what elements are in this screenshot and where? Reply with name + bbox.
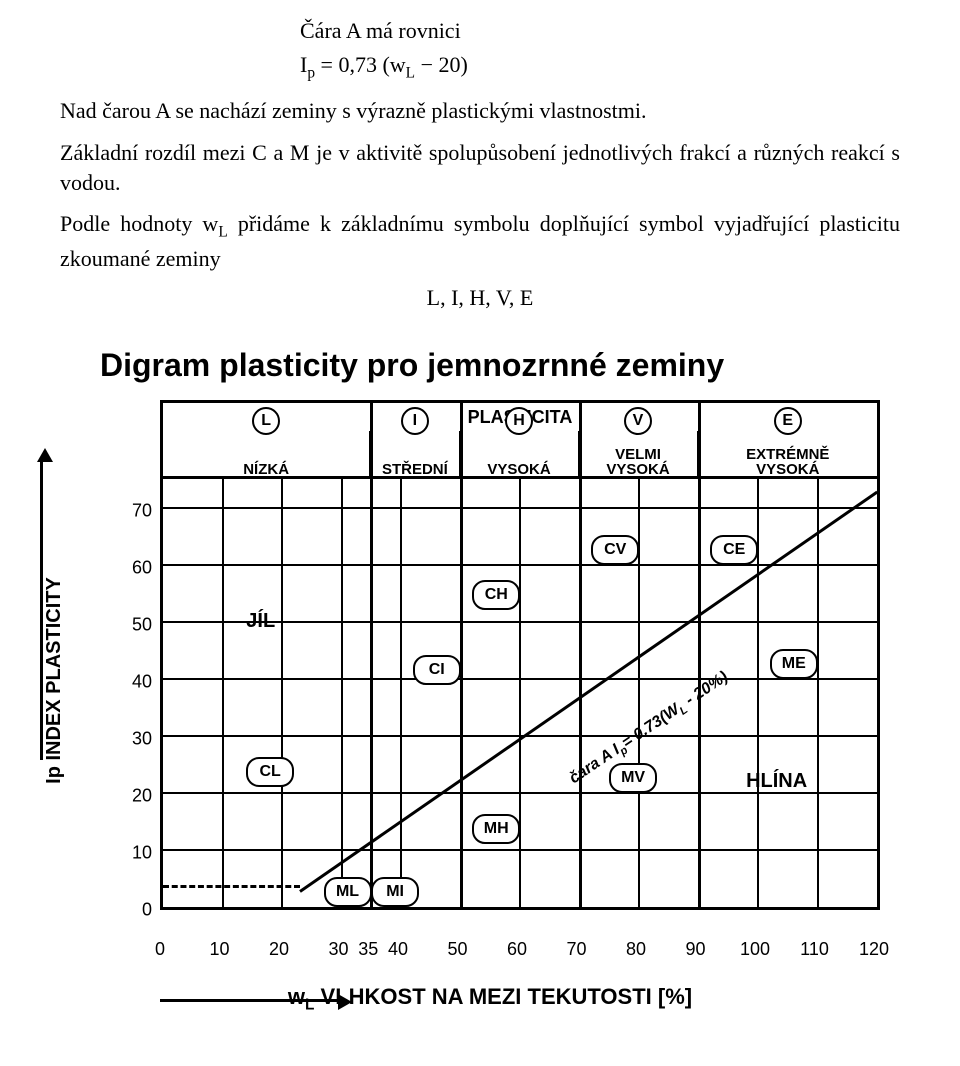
x-tick: 50 (447, 939, 467, 960)
category-label: VELMI (615, 447, 661, 462)
x-tick: 10 (209, 939, 229, 960)
category-letter-icon: E (774, 407, 802, 435)
y-tick: 30 (116, 729, 152, 750)
gridline-horizontal (163, 678, 877, 680)
x-tick: 80 (626, 939, 646, 960)
paragraph-1: Nad čarou A se nachází zeminy s výrazně … (60, 96, 900, 126)
zone-ME: ME (770, 649, 818, 679)
chart-title: Digram plasticity pro jemnozrnné zeminy (100, 347, 900, 384)
category-letter-icon: H (505, 407, 533, 435)
category-label: VYSOKÁ (756, 462, 819, 477)
region-label: HLÍNA (746, 770, 807, 793)
x-tick: 60 (507, 939, 527, 960)
x-tick: 35 (358, 939, 378, 960)
category-letter-icon: L (252, 407, 280, 435)
zone-CV: CV (591, 535, 639, 565)
gridline-vertical (281, 479, 283, 907)
zone-MH: MH (472, 814, 520, 844)
category-I: ISTŘEDNÍ (371, 431, 460, 479)
y-tick: 40 (116, 672, 152, 693)
zone-CI: CI (413, 655, 461, 685)
gridline-horizontal (163, 507, 877, 509)
zone-ML: ML (324, 877, 372, 907)
a-line-formula: Ip = 0,73 (wL − 20) Ip = 0,73 (wL − 20) (300, 52, 900, 82)
category-divider (460, 403, 463, 907)
x-tick: 120 (859, 939, 889, 960)
category-letter-icon: V (624, 407, 652, 435)
plasticita-header-band: PLASTICITA LNÍZKÁISTŘEDNÍHVYSOKÁVVELMIVY… (163, 403, 877, 479)
line-a-has-equation-text: Čára A má rovnici (300, 18, 900, 44)
gridline-vertical (519, 479, 521, 907)
y-tick: 60 (116, 557, 152, 578)
plasticity-chart: Ip INDEX PLASTICITY 010203040506070 PLAS… (70, 400, 910, 1020)
dashed-segment (163, 885, 300, 888)
y-axis-ticks: 010203040506070 (116, 400, 152, 910)
y-tick: 20 (116, 786, 152, 807)
a-line (299, 491, 878, 893)
region-label: JÍL (246, 610, 275, 633)
category-label: VYSOKÁ (487, 462, 550, 477)
paragraph-3: Podle hodnoty wL přidáme k základnímu sy… (60, 209, 900, 273)
x-tick: 30 (328, 939, 348, 960)
category-H: HVYSOKÁ (461, 431, 580, 479)
category-label: EXTRÉMNĚ (746, 447, 829, 462)
paragraph-2: Základní rozdíl mezi C a M je v aktivitě… (60, 138, 900, 197)
gridline-vertical (400, 479, 402, 907)
y-tick: 0 (116, 900, 152, 921)
y-tick: 50 (116, 615, 152, 636)
category-letter-icon: I (401, 407, 429, 435)
category-label: STŘEDNÍ (382, 462, 448, 477)
category-V: VVELMIVYSOKÁ (580, 431, 699, 479)
x-tick: 100 (740, 939, 770, 960)
category-label: VYSOKÁ (606, 462, 669, 477)
category-divider (579, 403, 582, 907)
x-tick: 40 (388, 939, 408, 960)
zone-CE: CE (710, 535, 758, 565)
category-L: LNÍZKÁ (163, 431, 371, 479)
gridline-horizontal (163, 849, 877, 851)
y-tick: 10 (116, 843, 152, 864)
x-tick: 90 (685, 939, 705, 960)
category-divider (370, 403, 373, 907)
zone-MI: MI (371, 877, 419, 907)
category-E: EEXTRÉMNĚVYSOKÁ (699, 431, 878, 479)
zone-CH: CH (472, 580, 520, 610)
category-label: NÍZKÁ (243, 462, 289, 477)
zone-CL: CL (246, 757, 294, 787)
x-tick: 0 (155, 939, 165, 960)
x-tick: 70 (566, 939, 586, 960)
gridline-vertical (817, 479, 819, 907)
x-tick: 110 (800, 939, 829, 960)
y-tick: 70 (116, 500, 152, 521)
gridline-vertical (222, 479, 224, 907)
x-tick: 20 (269, 939, 289, 960)
x-axis-ticks: 010203035405060708090100110120 (160, 934, 880, 960)
plot-area: PLASTICITA LNÍZKÁISTŘEDNÍHVYSOKÁVVELMIVY… (160, 400, 880, 910)
x-axis-label: wL wL VLHKOST NA MEZI TEKUTOSTI [%] VLHK… (70, 984, 910, 1014)
category-divider (698, 403, 701, 907)
symbols-list: L, I, H, V, E (60, 285, 900, 311)
gridline-vertical (341, 479, 343, 907)
y-axis-label: Ip INDEX PLASTICITY (42, 400, 66, 960)
zone-MV: MV (609, 763, 657, 793)
